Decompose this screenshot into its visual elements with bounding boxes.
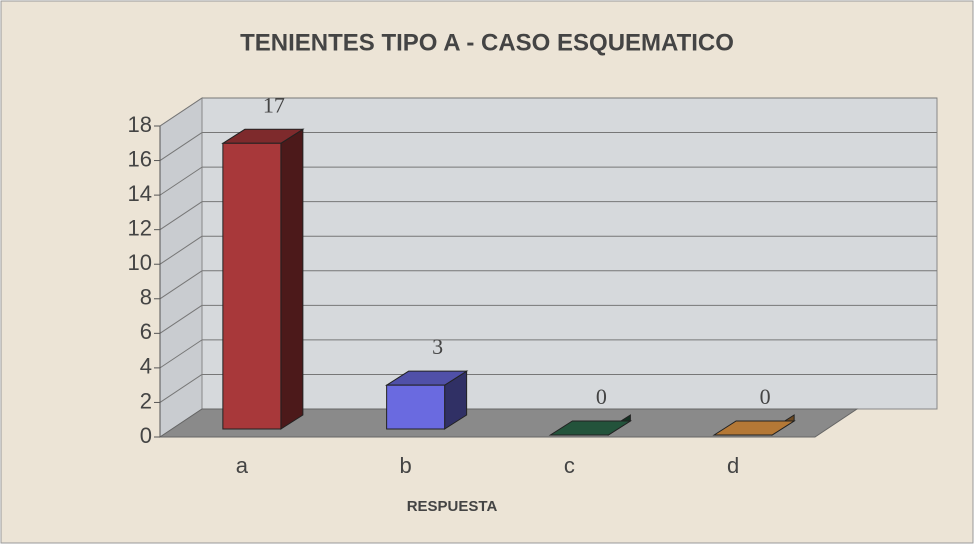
grid-line xyxy=(159,97,203,127)
x-tick-label: b xyxy=(400,453,412,478)
y-tick-label: 0 xyxy=(140,423,152,448)
grid-line xyxy=(159,270,203,300)
bar-top xyxy=(548,420,633,436)
back-wall xyxy=(201,97,938,410)
y-tick-label: 14 xyxy=(128,181,152,206)
data-label: 0 xyxy=(596,384,607,409)
data-label: 17 xyxy=(263,92,285,117)
y-tick-label: 18 xyxy=(128,112,152,137)
y-tick-label: 16 xyxy=(128,146,152,171)
x-tick-label: c xyxy=(564,453,575,478)
y-tick-label: 2 xyxy=(140,388,152,413)
x-tick-label: a xyxy=(236,453,249,478)
grid-line xyxy=(159,339,203,369)
y-tick-label: 12 xyxy=(128,215,152,240)
bar-side xyxy=(280,128,304,430)
side-wall xyxy=(159,97,203,438)
y-tick-label: 10 xyxy=(128,250,152,275)
y-tick-label: 4 xyxy=(140,354,152,379)
grid-line xyxy=(159,235,203,265)
data-label: 3 xyxy=(432,334,443,359)
grid-line xyxy=(159,201,203,231)
grid-line xyxy=(159,304,203,334)
x-axis-title: RESPUESTA xyxy=(407,498,498,515)
grid-line xyxy=(159,374,203,403)
y-tick-label: 6 xyxy=(140,319,152,344)
floor xyxy=(158,408,859,438)
bar xyxy=(386,384,446,430)
chart-title: TENIENTES TIPO A - CASO ESQUEMATICO xyxy=(240,29,734,56)
grid-line xyxy=(159,166,203,196)
bar xyxy=(222,142,282,430)
bar-top xyxy=(712,420,796,436)
data-label: 0 xyxy=(760,384,771,409)
x-tick-label: d xyxy=(727,453,739,478)
y-tick-label: 8 xyxy=(140,285,152,310)
grid-line xyxy=(159,132,203,161)
